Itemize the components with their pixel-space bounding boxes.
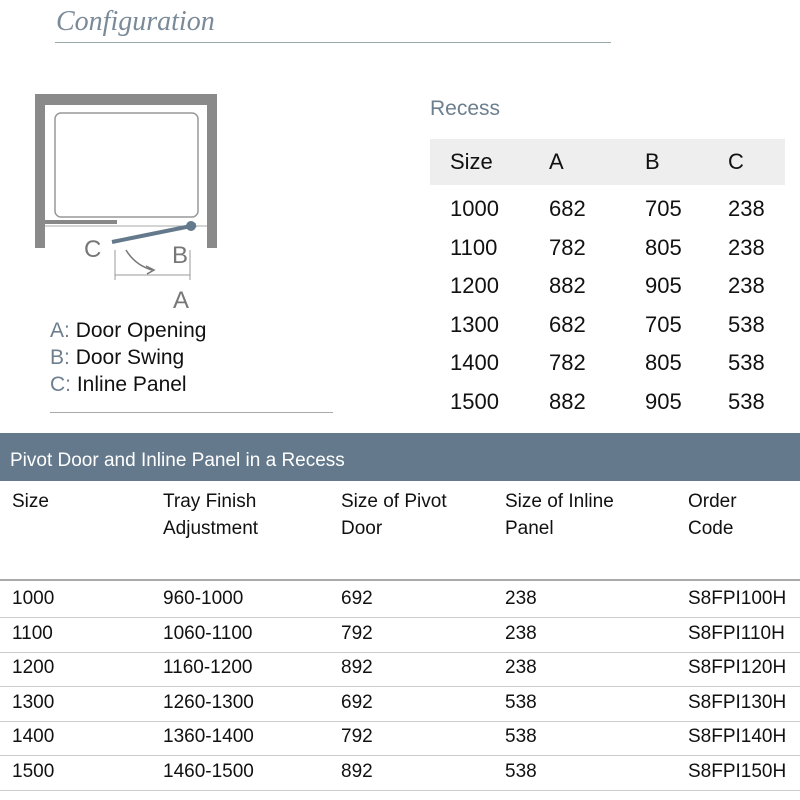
recess-header-cell: C [728,149,744,174]
recess-cell: 1200 [450,273,499,299]
product-cell: 1160-1200 [163,657,253,678]
shower-tray [54,112,199,218]
recess-cell: 882 [549,273,586,299]
product-header-cell: Size of Inline Panel [505,491,614,539]
row-divider [0,755,800,756]
recess-title: Recess [430,97,501,120]
product-cell: 892 [341,657,373,678]
product-cell: 1200 [12,657,55,678]
product-table-title-bar [0,433,800,481]
product-cell: 1400 [12,726,55,747]
legend-item-b: B: Door Swing [50,346,185,369]
legend-item-c: C: Inline Panel [50,373,187,396]
product-cell: 692 [341,691,373,713]
recess-cell: 682 [549,196,586,221]
row-divider [0,686,800,687]
recess-cell: 538 [728,389,765,414]
recess-cell: 905 [645,389,682,414]
legend-item-a: A: Door Opening [50,319,207,342]
product-header-cell: Tray Finish Adjustment [163,491,259,539]
product-cell: S8FPI150H [688,760,787,782]
recess-header-cell: A [549,149,564,174]
recess-cell: 782 [549,350,586,376]
recess-header-cell: B [645,149,660,174]
recess-cell: 538 [728,350,765,376]
row-divider [0,617,800,618]
recess-table-header [430,139,785,185]
recess-cell: 805 [645,234,682,260]
product-cell: S8FPI120H [688,657,787,678]
label-b: B [172,242,188,269]
product-cell: S8FPI130H [688,691,787,713]
product-cell: S8FPI110H [688,622,785,644]
product-cell: 1500 [12,760,55,782]
dimension-a [114,250,191,280]
product-cell: S8FPI140H [688,726,787,747]
recess-cell: 882 [549,389,586,414]
recess-header-cell: Size [450,149,493,174]
recess-cell: 682 [549,311,586,337]
product-table-title: Pivot Door and Inline Panel in a Recess [10,450,345,471]
product-cell: 1360-1400 [163,726,254,747]
recess-cell: 805 [645,350,682,376]
product-cell: 892 [341,760,373,782]
product-cell: 692 [341,588,373,609]
header-divider [0,579,800,581]
recess-cell: 1100 [450,234,498,260]
product-header-cell: Size of Pivot Door [341,491,447,539]
label-c: C [84,236,101,263]
product-cell: 1460-1500 [163,760,254,782]
label-a: A [173,287,189,314]
product-cell: 538 [505,691,537,713]
recess-cell: 238 [728,234,765,260]
product-cell: 792 [341,622,373,644]
row-divider [0,651,800,653]
product-header-cell: Size [12,491,49,512]
recess-cell: 782 [549,234,586,260]
product-cell: 1260-1300 [163,691,254,713]
recess-cell: 1000 [450,196,499,221]
title-divider [55,42,611,43]
product-cell: 538 [505,760,537,782]
product-cell: 960-1000 [163,588,244,609]
product-cell: 238 [505,622,537,644]
recess-cell: 705 [645,311,682,337]
product-cell: 1000 [12,588,55,609]
product-cell: 792 [341,726,373,747]
recess-walls [35,94,217,248]
swing-arrow [125,249,153,271]
pivot-hinge [186,221,196,231]
product-cell: 238 [505,588,537,609]
recess-cell: 538 [728,311,765,337]
shower-configuration-diagram: C B A [35,94,217,314]
product-cell: 1060-1100 [163,622,253,644]
legend-divider [50,412,333,413]
pivot-door [111,223,197,244]
product-cell: 238 [505,657,537,678]
product-cell: 1300 [12,691,55,713]
recess-cell: 1300 [450,311,499,337]
product-cell: S8FPI100H [688,588,787,609]
recess-cell: 1400 [450,350,499,376]
page-title: Configuration [56,6,215,37]
product-header-cell: Order Code [688,491,737,539]
recess-cell: 238 [728,273,765,299]
recess-cell: 905 [645,273,682,299]
row-divider [0,720,800,722]
recess-cell: 705 [645,196,682,221]
product-cell: 538 [505,726,537,747]
product-cell: 1100 [12,622,53,644]
recess-cell: 1500 [450,389,499,414]
inline-panel [45,220,117,224]
row-divider [0,789,800,791]
recess-cell: 238 [728,196,765,221]
